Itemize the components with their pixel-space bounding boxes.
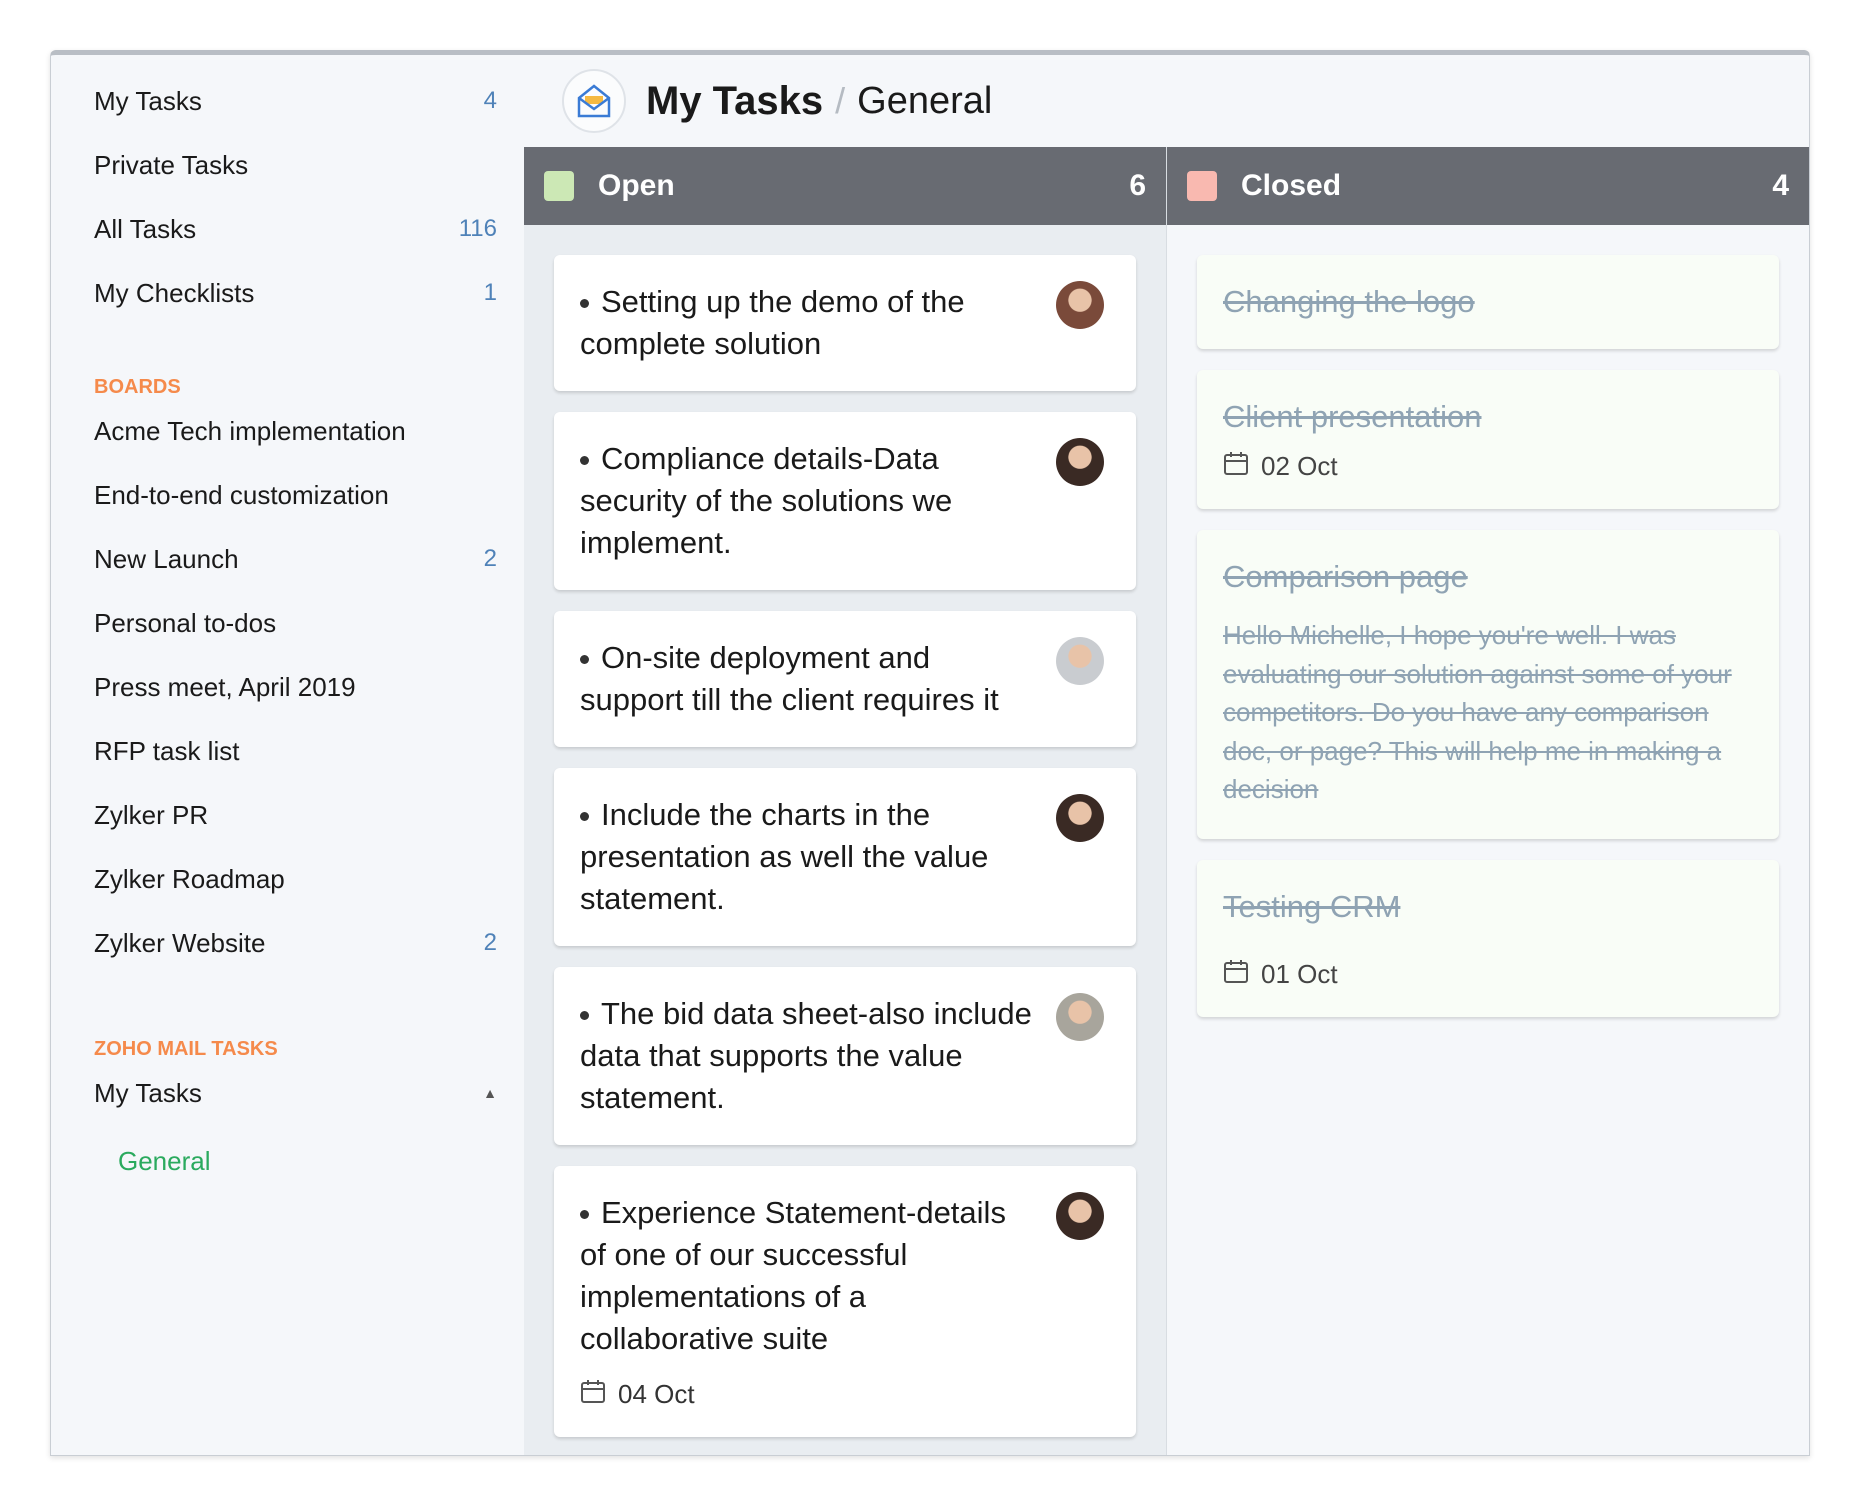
- sidebar-item-label: Acme Tech implementation: [94, 415, 406, 446]
- sidebar-item-label: Private Tasks: [94, 149, 249, 180]
- sidebar-item-label: My Tasks: [94, 85, 202, 116]
- sidebar-item-view[interactable]: Private Tasks: [51, 133, 524, 197]
- bullet-icon: [580, 1210, 589, 1220]
- avatar[interactable]: [1056, 794, 1104, 842]
- sidebar-item-board[interactable]: New Launch 2: [51, 527, 524, 591]
- task-card[interactable]: Setting up the demo of the complete solu…: [554, 255, 1136, 391]
- sidebar-item-count: 2: [483, 545, 497, 572]
- sidebar-item-label: My Tasks: [94, 1077, 202, 1108]
- sidebar-item-board[interactable]: Personal to-dos: [51, 591, 524, 655]
- calendar-icon: [1223, 958, 1249, 991]
- collapse-caret-icon[interactable]: ▲: [483, 1085, 497, 1101]
- task-card[interactable]: Compliance details-Data security of the …: [554, 412, 1136, 590]
- sidebar-item-label: End-to-end customization: [94, 479, 389, 510]
- sidebar-item-label: Personal to-dos: [94, 607, 277, 638]
- open-column-header: Open 6: [524, 147, 1166, 225]
- closed-task-card[interactable]: Comparison page Hello Michelle, I hope yo…: [1197, 530, 1779, 839]
- avatar[interactable]: [1056, 1192, 1104, 1240]
- sidebar-item-label: My Checklists: [94, 277, 255, 308]
- due-date: 02 Oct: [1261, 451, 1338, 481]
- sidebar-item-label: RFP task list: [94, 735, 240, 766]
- task-title: The bid data sheet-also include data tha…: [580, 996, 1032, 1115]
- column-label: Open: [598, 169, 675, 202]
- sidebar-item-board[interactable]: Zylker PR: [51, 783, 524, 847]
- title-general: General: [857, 79, 993, 122]
- avatar[interactable]: [1056, 993, 1104, 1041]
- task-title: Comparison page: [1223, 559, 1468, 594]
- page-title: My Tasks / General: [524, 55, 1809, 147]
- open-color-swatch: [544, 171, 574, 201]
- task-description: Hello Michelle, I hope you're well. I wa…: [1223, 620, 1732, 804]
- closed-task-card[interactable]: Testing CRM 01 Oct: [1197, 859, 1779, 1017]
- closed-color-swatch: [1187, 171, 1217, 201]
- sidebar-item-label: Press meet, April 2019: [94, 671, 356, 702]
- closed-column-header: Closed 4: [1167, 147, 1809, 225]
- calendar-icon: [1223, 450, 1249, 483]
- task-title: Experience Statement-details of one of o…: [580, 1195, 1006, 1356]
- sidebar-item-board[interactable]: Acme Tech implementation: [51, 399, 524, 463]
- sidebar-item-label: All Tasks: [94, 213, 197, 244]
- bullet-icon: [580, 812, 589, 822]
- sidebar-item-label: New Launch: [94, 543, 239, 574]
- task-title: Testing CRM: [1223, 888, 1401, 924]
- sidebar-item-view[interactable]: All Tasks 116: [51, 197, 524, 261]
- app-window: My Tasks 4 Private Tasks All Tasks 116 My Che…: [50, 50, 1810, 1456]
- closed-column: Closed 4 Changing the logo Client present…: [1167, 147, 1809, 1455]
- sidebar-item-label: Zylker Website: [94, 927, 266, 958]
- task-card[interactable]: Include the charts in the presentation a…: [554, 768, 1136, 946]
- column-count: 6: [1129, 169, 1146, 202]
- column-count: 4: [1772, 169, 1789, 202]
- avatar[interactable]: [1056, 438, 1104, 486]
- sidebar-item-board[interactable]: Press meet, April 2019: [51, 655, 524, 719]
- due-date: 04 Oct: [618, 1379, 695, 1409]
- bullet-icon: [580, 655, 589, 665]
- due-date: 01 Oct: [1261, 958, 1338, 989]
- sidebar-item-count: 4: [483, 87, 497, 114]
- avatar[interactable]: [1056, 281, 1104, 329]
- task-card[interactable]: The bid data sheet-also include data tha…: [554, 967, 1136, 1145]
- bullet-icon: [580, 456, 589, 466]
- column-label: Closed: [1241, 169, 1342, 202]
- breadcrumb-separator: /: [835, 80, 846, 121]
- sidebar-item-board[interactable]: Zylker Roadmap: [51, 847, 524, 911]
- task-title: On-site deployment and support till the …: [580, 640, 999, 717]
- zoho-mail-tasks-heading: ZOHO MAIL TASKS: [94, 1038, 278, 1060]
- task-title: Setting up the demo of the complete solu…: [580, 284, 965, 361]
- sidebar-item-mail-my-tasks[interactable]: My Tasks ▲: [51, 1061, 524, 1125]
- sidebar-item-count: 116: [458, 215, 497, 242]
- sidebar-item-view[interactable]: My Checklists 1: [51, 261, 524, 325]
- bullet-icon: [580, 299, 589, 309]
- task-title: Client presentation: [1223, 399, 1482, 434]
- sidebar-item-label: Zylker Roadmap: [94, 863, 285, 894]
- sidebar-item-label: General: [118, 1145, 211, 1176]
- avatar[interactable]: [1056, 637, 1104, 685]
- bullet-icon: [580, 1011, 589, 1021]
- task-card[interactable]: Experience Statement-details of one of o…: [554, 1166, 1136, 1437]
- main-area: My Tasks / General Open 6 Setting up the…: [524, 55, 1809, 1455]
- boards-heading: BOARDS: [94, 376, 181, 398]
- sidebar-item-view[interactable]: My Tasks 4: [51, 69, 524, 133]
- sidebar-item-label: Zylker PR: [94, 799, 209, 830]
- calendar-icon: [580, 1378, 606, 1411]
- task-title: Changing the logo: [1223, 284, 1475, 319]
- mail-tasks-icon: [562, 69, 626, 133]
- sidebar-item-count: 1: [483, 279, 497, 306]
- open-column: Open 6 Setting up the demo of the comple…: [524, 147, 1167, 1455]
- sidebar: My Tasks 4 Private Tasks All Tasks 116 My Che…: [51, 55, 524, 1455]
- closed-task-card[interactable]: Changing the logo: [1197, 255, 1779, 349]
- closed-task-card[interactable]: Client presentation 02 Oct: [1197, 370, 1779, 509]
- title-my-tasks[interactable]: My Tasks: [646, 78, 824, 123]
- task-title: Include the charts in the presentation a…: [580, 797, 989, 916]
- sidebar-item-general[interactable]: General: [51, 1129, 524, 1193]
- sidebar-item-board[interactable]: End-to-end customization: [51, 463, 524, 527]
- sidebar-item-board[interactable]: RFP task list: [51, 719, 524, 783]
- sidebar-item-board[interactable]: Zylker Website 2: [51, 911, 524, 975]
- task-title: Compliance details-Data security of the …: [580, 441, 953, 560]
- task-card[interactable]: On-site deployment and support till the …: [554, 611, 1136, 747]
- sidebar-item-count: 2: [483, 929, 497, 956]
